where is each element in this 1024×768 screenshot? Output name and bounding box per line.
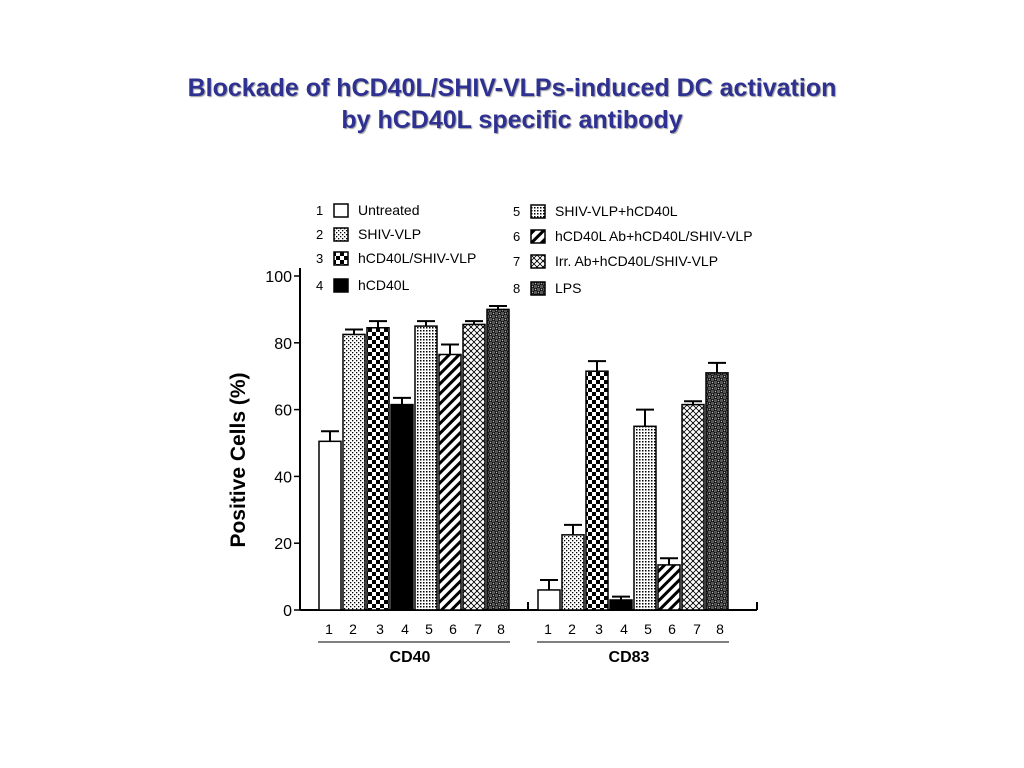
- bar-cd40-1: [318, 440, 342, 611]
- bar-cd40-8: [486, 308, 510, 611]
- chart-title: Blockade of hCD40L/SHIV-VLPs-induced DC …: [0, 72, 1024, 136]
- bar-cd40-5: [414, 325, 438, 611]
- legend-label: SHIV-VLP+hCD40L: [555, 203, 678, 219]
- y-tick-label: 100: [265, 269, 292, 286]
- legend-item-7: 7 Irr. Ab+hCD40L/SHIV-VLP: [513, 253, 718, 269]
- x-tick-label: 7: [474, 621, 482, 637]
- y-tick-label: 20: [274, 536, 292, 553]
- legend-number: 5: [513, 204, 520, 219]
- bar-cd83-6: [657, 564, 681, 611]
- legend-item-1: 1 Untreated: [316, 202, 419, 218]
- x-tick-label: 5: [644, 621, 652, 637]
- x-tick-label: 1: [325, 621, 333, 637]
- x-tick-label: 3: [376, 621, 384, 637]
- bar-cd83-7: [681, 403, 705, 611]
- y-tick-label: 0: [283, 603, 292, 620]
- legend-swatch: [333, 251, 349, 266]
- legend-number: 6: [513, 229, 520, 244]
- legend-swatch: [530, 254, 546, 269]
- chart-bars: [318, 305, 729, 611]
- bar-cd83-2: [561, 534, 585, 611]
- x-tick-label: 8: [716, 621, 724, 637]
- legend-item-5: 5 SHIV-VLP+hCD40L: [513, 203, 678, 219]
- legend-swatch: [333, 278, 349, 293]
- legend-label: hCD40L/SHIV-VLP: [358, 250, 476, 266]
- x-tick-label: 2: [568, 621, 576, 637]
- x-tick-label: 5: [425, 621, 433, 637]
- x-tick-label: 8: [497, 621, 505, 637]
- legend-swatch: [333, 203, 349, 218]
- legend-swatch: [530, 229, 546, 244]
- legend-label: SHIV-VLP: [358, 226, 421, 242]
- legend-item-2: 2 SHIV-VLP: [316, 226, 421, 242]
- legend-number: 1: [316, 203, 323, 218]
- legend-number: 3: [316, 251, 323, 266]
- x-tick-label: 1: [544, 621, 552, 637]
- y-tick-label: 80: [274, 336, 292, 353]
- legend-number: 2: [316, 227, 323, 242]
- x-tick-label: 2: [349, 621, 357, 637]
- legend-number: 4: [316, 278, 323, 293]
- bar-cd83-5: [633, 425, 657, 611]
- legend-item-8: 8 LPS: [513, 280, 581, 296]
- y-axis-label: Positive Cells (%): [227, 372, 250, 547]
- x-tick-label: 4: [620, 621, 628, 637]
- legend-item-6: 6 hCD40L Ab+hCD40L/SHIV-VLP: [513, 228, 753, 244]
- legend-label: Untreated: [358, 202, 419, 218]
- group-label-cd40: CD40: [390, 649, 431, 666]
- chart-legend: 1 Untreated 2 SHIV-VLP 3 hCD40L/SHIV-VLP 4 hCD4…: [316, 202, 753, 296]
- y-axis-ticks: 0 20 40 60 80 100: [265, 269, 300, 620]
- bar-cd83-8: [705, 372, 729, 611]
- legend-swatch: [530, 204, 546, 219]
- legend-label: Irr. Ab+hCD40L/SHIV-VLP: [555, 253, 718, 269]
- legend-label: hCD40L: [358, 277, 410, 293]
- bar-cd40-2: [342, 333, 366, 611]
- chart-title-line1: Blockade of hCD40L/SHIV-VLPs-induced DC …: [187, 74, 837, 102]
- x-tick-label: 4: [401, 621, 409, 637]
- group-label-cd83: CD83: [609, 649, 650, 666]
- bar-cd83-4: [609, 599, 633, 611]
- bar-cd83-1: [537, 589, 561, 611]
- legend-item-3: 3 hCD40L/SHIV-VLP: [316, 250, 476, 266]
- bar-cd83-3: [585, 370, 609, 611]
- legend-item-4: 4 hCD40L: [316, 277, 410, 293]
- bar-cd40-7: [462, 323, 486, 611]
- legend-number: 8: [513, 281, 520, 296]
- x-tick-label: 3: [595, 621, 603, 637]
- legend-label: hCD40L Ab+hCD40L/SHIV-VLP: [555, 228, 753, 244]
- legend-label: LPS: [555, 280, 581, 296]
- x-tick-label: 6: [668, 621, 676, 637]
- y-tick-label: 40: [274, 469, 292, 486]
- chart-title-line2: by hCD40L specific antibody: [341, 106, 683, 134]
- x-tick-label: 7: [693, 621, 701, 637]
- bar-cd40-6: [438, 353, 462, 611]
- legend-swatch: [530, 281, 546, 296]
- bar-cd40-4: [390, 403, 414, 611]
- bar-cd40-3: [366, 327, 390, 611]
- x-tick-label: 6: [449, 621, 457, 637]
- y-tick-label: 60: [274, 403, 292, 420]
- legend-swatch: [333, 227, 349, 242]
- legend-number: 7: [513, 254, 520, 269]
